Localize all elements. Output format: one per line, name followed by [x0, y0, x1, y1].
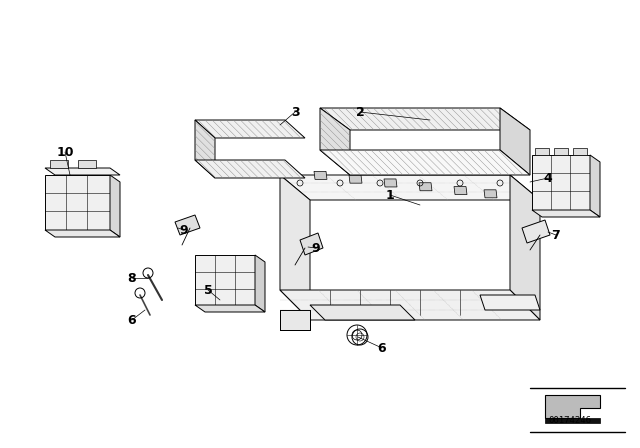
PathPatch shape: [195, 160, 305, 178]
Polygon shape: [280, 175, 310, 320]
Polygon shape: [45, 230, 120, 237]
Polygon shape: [532, 155, 590, 210]
Polygon shape: [554, 148, 568, 155]
Polygon shape: [78, 160, 96, 168]
Polygon shape: [480, 295, 540, 310]
Polygon shape: [320, 150, 530, 175]
Polygon shape: [314, 171, 327, 179]
Polygon shape: [510, 175, 540, 320]
PathPatch shape: [320, 108, 530, 130]
Polygon shape: [195, 160, 305, 178]
Polygon shape: [384, 179, 397, 187]
Polygon shape: [419, 183, 432, 191]
Text: 9: 9: [180, 224, 188, 237]
Polygon shape: [500, 108, 530, 175]
Text: 00174246: 00174246: [548, 415, 591, 425]
Polygon shape: [175, 215, 200, 235]
Polygon shape: [110, 175, 120, 237]
Polygon shape: [300, 233, 323, 255]
Polygon shape: [454, 186, 467, 194]
Text: 9: 9: [312, 241, 320, 254]
PathPatch shape: [320, 108, 350, 175]
Text: 3: 3: [291, 105, 300, 119]
Polygon shape: [349, 175, 362, 183]
Polygon shape: [320, 108, 530, 130]
Polygon shape: [484, 190, 497, 198]
Text: 4: 4: [543, 172, 552, 185]
Polygon shape: [573, 148, 587, 155]
Polygon shape: [280, 310, 310, 330]
Polygon shape: [310, 305, 415, 320]
Text: 6: 6: [128, 314, 136, 327]
Text: 8: 8: [128, 271, 136, 284]
Polygon shape: [590, 155, 600, 217]
Polygon shape: [522, 220, 550, 243]
Polygon shape: [545, 418, 600, 423]
Polygon shape: [45, 168, 120, 175]
Polygon shape: [320, 108, 350, 175]
Polygon shape: [280, 290, 540, 320]
Polygon shape: [535, 148, 549, 155]
Polygon shape: [532, 210, 600, 217]
PathPatch shape: [320, 150, 530, 175]
PathPatch shape: [195, 120, 215, 178]
Text: 7: 7: [552, 228, 561, 241]
PathPatch shape: [195, 120, 305, 138]
Polygon shape: [195, 120, 215, 178]
Polygon shape: [255, 255, 265, 312]
Polygon shape: [280, 175, 540, 200]
Polygon shape: [50, 160, 68, 168]
Polygon shape: [545, 395, 600, 418]
Polygon shape: [195, 120, 305, 138]
Polygon shape: [195, 255, 255, 305]
Text: 10: 10: [56, 146, 74, 159]
Text: 5: 5: [204, 284, 212, 297]
Text: 6: 6: [378, 341, 387, 354]
Text: 2: 2: [356, 105, 364, 119]
Polygon shape: [45, 175, 110, 230]
Text: 1: 1: [386, 189, 394, 202]
Polygon shape: [195, 305, 265, 312]
